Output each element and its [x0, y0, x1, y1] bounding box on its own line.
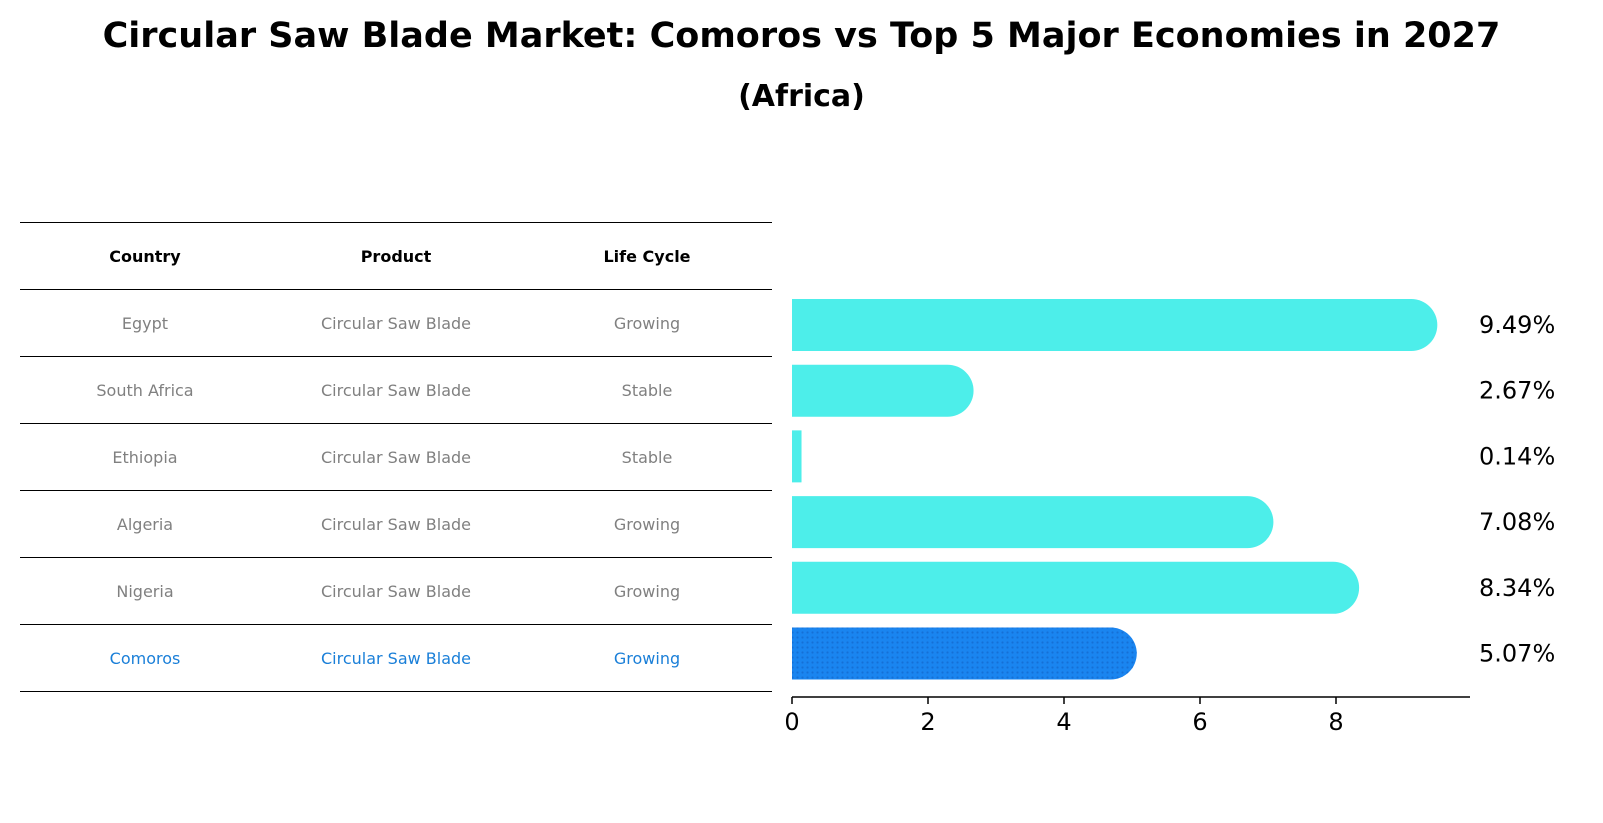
cell-life-cycle: Growing	[522, 624, 772, 692]
table-row: Ethiopia Circular Saw Blade Stable	[20, 423, 772, 491]
header-country: Country	[20, 222, 270, 290]
value-label-algeria: 7.08%	[1479, 508, 1555, 536]
cell-life-cycle: Growing	[522, 557, 772, 625]
cell-country: Egypt	[20, 289, 270, 357]
chart-subtitle: (Africa)	[738, 79, 865, 114]
table-row: Algeria Circular Saw Blade Growing	[20, 490, 772, 558]
cell-country: Ethiopia	[20, 423, 270, 491]
cell-life-cycle: Stable	[522, 356, 772, 424]
bar-pattern-comoros	[792, 627, 1137, 680]
table-header-row: Country Product Life Cycle	[20, 222, 772, 290]
cell-life-cycle: Growing	[522, 289, 772, 357]
cell-product: Circular Saw Blade	[270, 490, 522, 558]
x-tick-label: 6	[1192, 708, 1207, 736]
cell-product: Circular Saw Blade	[270, 356, 522, 424]
bar-nigeria	[792, 561, 1360, 614]
cell-product: Circular Saw Blade	[270, 289, 522, 357]
cell-product: Circular Saw Blade	[270, 624, 522, 692]
table-row: Nigeria Circular Saw Blade Growing	[20, 557, 772, 625]
bar-algeria	[792, 496, 1274, 549]
x-tick-label: 0	[784, 708, 799, 736]
header-product: Product	[270, 222, 522, 290]
bar-egypt	[792, 299, 1438, 351]
cell-product: Circular Saw Blade	[270, 423, 522, 491]
header-life-cycle: Life Cycle	[522, 222, 772, 290]
chart-title: Circular Saw Blade Market: Comoros vs To…	[102, 16, 1501, 56]
cell-life-cycle: Stable	[522, 423, 772, 491]
cell-country: Comoros	[20, 624, 270, 692]
cell-country: South Africa	[20, 356, 270, 424]
value-label-south-africa: 2.67%	[1479, 377, 1555, 405]
bar-south-africa	[792, 364, 974, 417]
x-tick-label: 8	[1328, 708, 1343, 736]
cell-country: Algeria	[20, 490, 270, 558]
table-row: Egypt Circular Saw Blade Growing	[20, 289, 772, 357]
cell-product: Circular Saw Blade	[270, 557, 522, 625]
table-row: South Africa Circular Saw Blade Stable	[20, 356, 772, 424]
value-label-egypt: 9.49%	[1479, 311, 1555, 339]
value-label-nigeria: 8.34%	[1479, 574, 1555, 602]
cell-country: Nigeria	[20, 557, 270, 625]
table-row-highlighted: Comoros Circular Saw Blade Growing	[20, 624, 772, 692]
bar-ethiopia	[792, 430, 802, 483]
data-table: Country Product Life Cycle Egypt Circula…	[20, 222, 772, 692]
value-label-ethiopia: 0.14%	[1479, 442, 1555, 470]
x-tick-label: 2	[920, 708, 935, 736]
value-label-comoros: 5.07%	[1479, 640, 1555, 668]
x-tick-label: 4	[1056, 708, 1071, 736]
cell-life-cycle: Growing	[522, 490, 772, 558]
